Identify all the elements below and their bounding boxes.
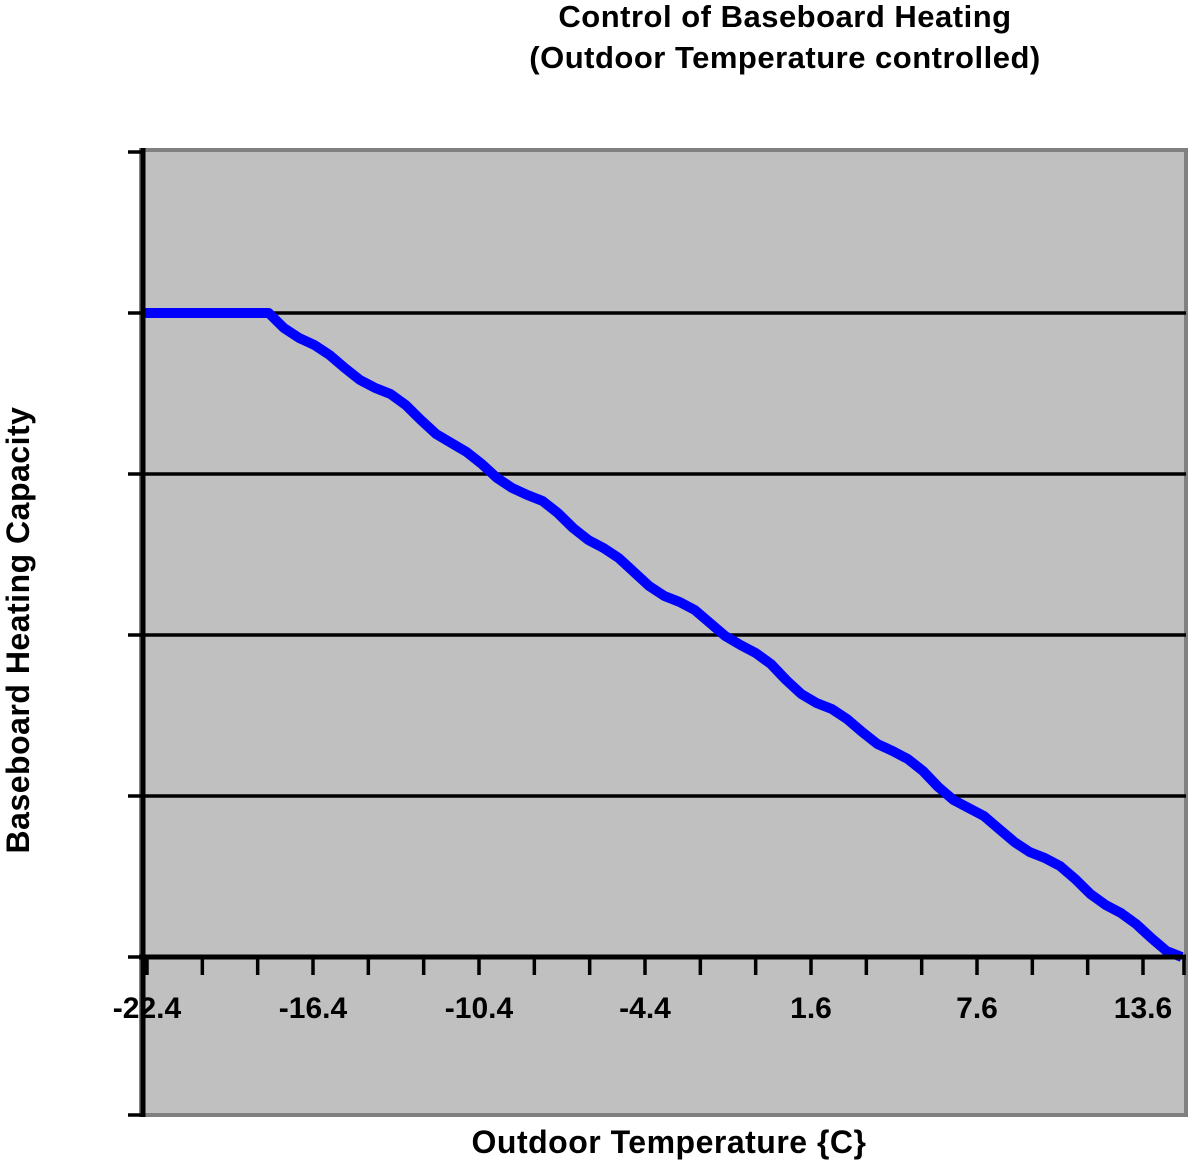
chart-title: Control of Baseboard Heating (Outdoor Te… xyxy=(285,0,1194,78)
x-tick-label: 1.6 xyxy=(790,992,832,1025)
x-tick-label: -22.4 xyxy=(113,992,182,1025)
x-tick-label: 13.6 xyxy=(1114,992,1172,1025)
x-axis-title: Outdoor Temperature {C} xyxy=(471,1124,867,1160)
gridlines xyxy=(143,311,1186,798)
plot-area xyxy=(139,148,1188,1117)
x-tick-label: -4.4 xyxy=(619,992,671,1025)
chart-title-line1: Control of Baseboard Heating xyxy=(558,0,1012,34)
plot-background xyxy=(139,148,1188,1117)
x-tick-labels: -22.4 -16.4 -10.4 -4.4 1.6 7.6 13.6 xyxy=(113,992,1172,1025)
chart-title-line2: (Outdoor Temperature controlled) xyxy=(529,40,1041,75)
x-tick-label: -10.4 xyxy=(445,992,514,1025)
tick-marks xyxy=(128,150,1186,1117)
series-line xyxy=(144,308,1184,962)
x-tick-label: -16.4 xyxy=(279,992,348,1025)
heating-capacity-line xyxy=(144,308,1184,962)
x-tick-label: 7.6 xyxy=(956,992,998,1025)
